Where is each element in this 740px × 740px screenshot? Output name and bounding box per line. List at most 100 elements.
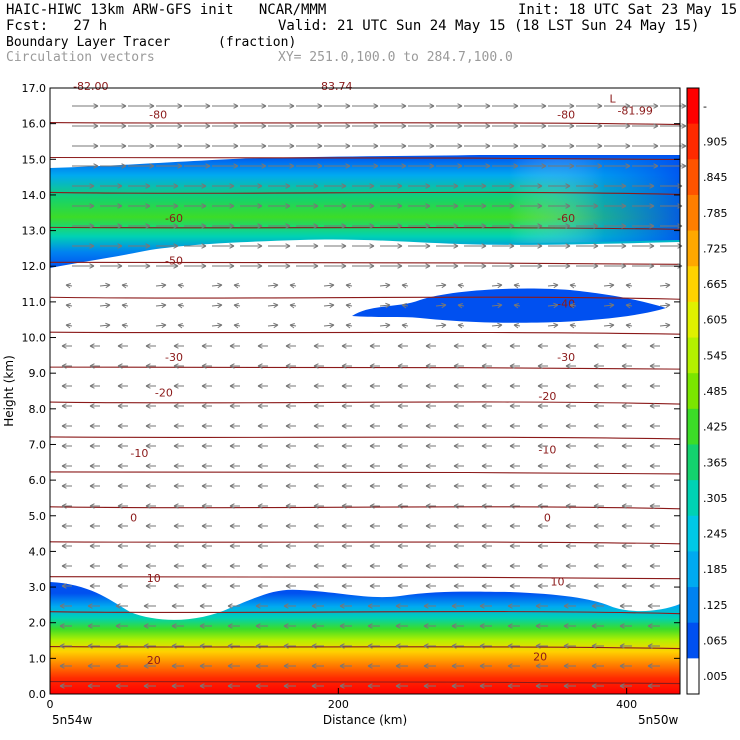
wind-vector [649, 403, 660, 409]
wind-vector [341, 403, 352, 409]
wind-vector [61, 403, 72, 409]
wind-vector [563, 623, 576, 629]
wind-vector [87, 643, 100, 649]
wind-vector [425, 403, 436, 409]
cross-section-endpoints: XY= 251.0,100.0 to 284.7,100.0 [278, 50, 513, 65]
wind-vector [576, 203, 599, 209]
wind-vector [603, 282, 615, 289]
wind-vector [535, 663, 548, 669]
wind-vector [173, 463, 184, 469]
wind-vector [100, 123, 127, 129]
wind-vector [649, 343, 660, 349]
wind-vector [520, 183, 543, 189]
colorbar-swatch [687, 373, 699, 410]
wind-vector [341, 543, 352, 549]
wind-vector [593, 463, 604, 469]
wind-vector [593, 543, 604, 549]
x-start-point-label: 5n54w [52, 713, 93, 727]
wind-vector [367, 603, 380, 609]
wind-vector [569, 323, 577, 329]
wind-vector [632, 263, 655, 269]
wind-vector [509, 423, 520, 429]
wind-vector [604, 243, 627, 249]
wind-vector [569, 283, 577, 289]
wind-vector [233, 323, 241, 329]
wind-vector [313, 343, 324, 349]
wind-vector [395, 603, 408, 609]
wind-vector [435, 282, 447, 289]
wind-vector [380, 143, 407, 149]
wind-vector [593, 403, 604, 409]
wind-vector [395, 643, 408, 649]
wind-vector [395, 663, 408, 669]
mid-level-tracer-patch [352, 288, 666, 323]
wind-vector [659, 282, 671, 289]
isotherm-line [49, 401, 681, 405]
y-tick-label: 0.0 [29, 688, 47, 701]
wind-vector [520, 123, 547, 129]
wind-vector [621, 583, 632, 589]
wind-vector [369, 543, 380, 549]
wind-vector [89, 383, 100, 389]
y-tick-label: 15.0 [22, 153, 47, 166]
contour-label: -80 [557, 109, 575, 122]
wind-vector [257, 423, 268, 429]
wind-vector [453, 583, 464, 589]
wind-vector [255, 683, 268, 689]
wind-vector [464, 263, 487, 269]
wind-vector [240, 123, 267, 129]
wind-vector [632, 183, 655, 189]
wind-vector [520, 203, 543, 209]
wind-vector [621, 523, 632, 529]
wind-vector [604, 123, 631, 129]
wind-vector [369, 403, 380, 409]
wind-vector [296, 123, 323, 129]
wind-vector [593, 563, 604, 569]
wind-vector [257, 363, 268, 369]
wind-vector [513, 323, 521, 329]
wind-vector [257, 583, 268, 589]
colorbar-swatch [687, 88, 699, 125]
wind-vector [199, 603, 212, 609]
wind-vector [408, 103, 435, 109]
wind-vector [621, 543, 632, 549]
isotherm-line [49, 506, 681, 510]
wind-vector [143, 603, 156, 609]
wind-vector [565, 503, 576, 509]
wind-vector [621, 563, 632, 569]
wind-vector [563, 603, 576, 609]
wind-vector [229, 583, 240, 589]
wind-vector [255, 663, 268, 669]
wind-vector [548, 123, 575, 129]
wind-vector [352, 143, 379, 149]
wind-vector [61, 563, 72, 569]
colorbar-swatch [687, 480, 699, 517]
wind-vector [464, 123, 491, 129]
wind-vector [660, 103, 687, 109]
wind-vector [227, 603, 240, 609]
wind-vector [61, 503, 72, 509]
wind-vector [177, 303, 185, 309]
wind-vector [492, 223, 515, 229]
wind-vector [548, 263, 571, 269]
wind-vector [425, 583, 436, 589]
wind-vector [117, 503, 128, 509]
wind-vector [59, 663, 72, 669]
wind-vector [621, 403, 632, 409]
wind-vector [341, 383, 352, 389]
wind-vector [453, 483, 464, 489]
colorbar-swatch [687, 194, 699, 232]
wind-vector [367, 643, 380, 649]
wind-vector [72, 243, 95, 249]
wind-vector [313, 383, 324, 389]
wind-vector [352, 243, 375, 249]
wind-vector [509, 363, 520, 369]
wind-vector [268, 223, 291, 229]
wind-vector [156, 163, 183, 169]
wind-vector [649, 523, 660, 529]
wind-vector [155, 322, 167, 329]
wind-vector [369, 363, 380, 369]
wind-vector [201, 503, 212, 509]
wind-vector [255, 623, 268, 629]
